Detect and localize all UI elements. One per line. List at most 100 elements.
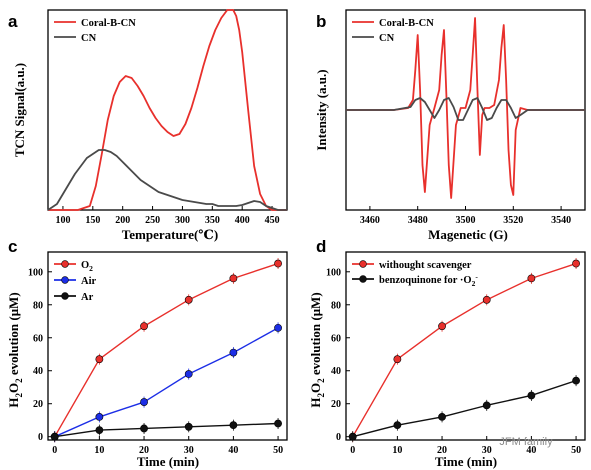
legend-label: benzoquinone for ·O2- xyxy=(379,272,478,288)
series-line-red xyxy=(346,17,585,199)
x-tick-label: 40 xyxy=(526,445,536,456)
legend-entry: withought scavenger xyxy=(352,260,472,271)
data-point xyxy=(140,322,148,331)
y-title-sub: 2 xyxy=(14,393,24,398)
data-point xyxy=(95,413,104,421)
data-point xyxy=(393,421,402,430)
x-tick-label: 40 xyxy=(228,445,238,456)
y-title-part: H xyxy=(308,398,323,408)
y-tick-label: 80 xyxy=(33,300,43,311)
data-point xyxy=(229,348,238,357)
x-tick-label: 450 xyxy=(265,215,280,226)
x-tick-label: 20 xyxy=(139,445,149,456)
x-tick-label: 400 xyxy=(235,215,250,226)
series-line-blue xyxy=(54,327,279,438)
series-line-red xyxy=(54,262,279,438)
data-point xyxy=(393,355,402,364)
x-axis-title: Temperature(℃) xyxy=(122,227,218,242)
panel-b: b 3460 3480 3500 3520 3540 Magenetic (G) Intens… xyxy=(314,9,586,242)
y-axis-title: TCN Signal(a.u.) xyxy=(12,63,27,157)
y-title-part: O xyxy=(6,383,21,393)
data-point xyxy=(140,398,148,406)
y-tick-label: 80 xyxy=(331,300,341,311)
legend-label: O2 xyxy=(81,260,93,273)
panel-a: a 100 150 200 250 300 350 400 450 Temperature(℃) T… xyxy=(8,9,288,242)
series-line-red xyxy=(48,9,287,211)
series-line-black xyxy=(352,379,577,438)
legend-entry: Ar xyxy=(54,292,94,303)
x-axis-title: Time (min) xyxy=(435,454,497,469)
panel-label: d xyxy=(316,237,326,256)
y-tick-label: 20 xyxy=(331,399,341,410)
plot-frame xyxy=(47,251,288,441)
y-title-part: O xyxy=(308,383,323,393)
x-tick-label: 50 xyxy=(273,445,283,456)
data-point xyxy=(50,432,59,441)
y-tick-label: 20 xyxy=(33,399,43,410)
y-axis-title: H2O2 evolution (μM) xyxy=(6,292,24,407)
data-point xyxy=(274,323,282,332)
x-tick-label: 20 xyxy=(437,445,447,456)
x-tick-label: 10 xyxy=(392,445,402,456)
x-tick-label: 300 xyxy=(175,215,190,226)
legend-entry: Air xyxy=(54,276,97,287)
y-axis-title: H2O2 evolution (μM) xyxy=(308,292,326,407)
data-point xyxy=(348,432,357,441)
legend-marker xyxy=(359,275,367,283)
panel-label: b xyxy=(316,12,326,31)
x-tick-label: 150 xyxy=(85,215,100,226)
x-tick-label: 0 xyxy=(52,445,57,456)
y-title-part: H xyxy=(6,398,21,408)
data-point xyxy=(95,355,104,364)
data-point xyxy=(274,419,282,428)
x-tick-label: 3540 xyxy=(551,215,571,226)
data-point xyxy=(140,424,148,433)
legend-label-sup: - xyxy=(475,272,478,281)
y-title-sub: 2 xyxy=(316,393,326,398)
legend-entry: Coral-B-CN xyxy=(352,18,434,29)
legend-label-sub: 2 xyxy=(89,264,93,273)
y-tick-label: 100 xyxy=(326,267,341,278)
x-tick-label: 250 xyxy=(145,215,160,226)
legend-marker xyxy=(61,292,69,300)
data-point xyxy=(438,322,446,331)
x-tick-label: 3520 xyxy=(503,215,523,226)
data-point xyxy=(184,295,193,304)
series-line-black xyxy=(54,422,279,438)
data-point xyxy=(95,426,104,435)
legend-label: Ar xyxy=(81,292,94,303)
legend-marker xyxy=(61,276,69,284)
x-tick-label: 3500 xyxy=(456,215,476,226)
legend-label-part: O xyxy=(81,260,89,271)
y-title-part: evolution (μM) xyxy=(308,292,323,378)
legend-label: CN xyxy=(379,33,395,44)
y-tick-label: 60 xyxy=(33,333,43,344)
data-point xyxy=(229,421,238,430)
data-point xyxy=(527,274,536,283)
y-tick-label: 40 xyxy=(33,366,43,377)
data-point xyxy=(229,274,238,283)
y-title-sub: 2 xyxy=(14,378,24,383)
legend-entry: CN xyxy=(352,33,395,44)
legend-label: Air xyxy=(81,276,97,287)
series-line-gray xyxy=(346,97,585,121)
y-tick-label: 100 xyxy=(28,267,43,278)
plot-frame xyxy=(47,9,288,211)
legend-entry: O2 xyxy=(54,260,93,273)
legend-label-part: benzoquinone for ·O xyxy=(379,275,472,286)
y-tick-label: 0 xyxy=(38,432,43,443)
y-tick-label: 40 xyxy=(331,366,341,377)
data-point xyxy=(482,295,491,304)
y-tick-label: 60 xyxy=(331,333,341,344)
x-axis-title: Time (min) xyxy=(137,454,199,469)
data-point xyxy=(274,259,282,268)
legend-label: CN xyxy=(81,33,97,44)
x-tick-label: 50 xyxy=(571,445,581,456)
legend-label: withought scavenger xyxy=(379,260,472,271)
y-title-sub: 2 xyxy=(316,378,326,383)
data-point xyxy=(527,391,536,400)
x-tick-label: 350 xyxy=(205,215,220,226)
